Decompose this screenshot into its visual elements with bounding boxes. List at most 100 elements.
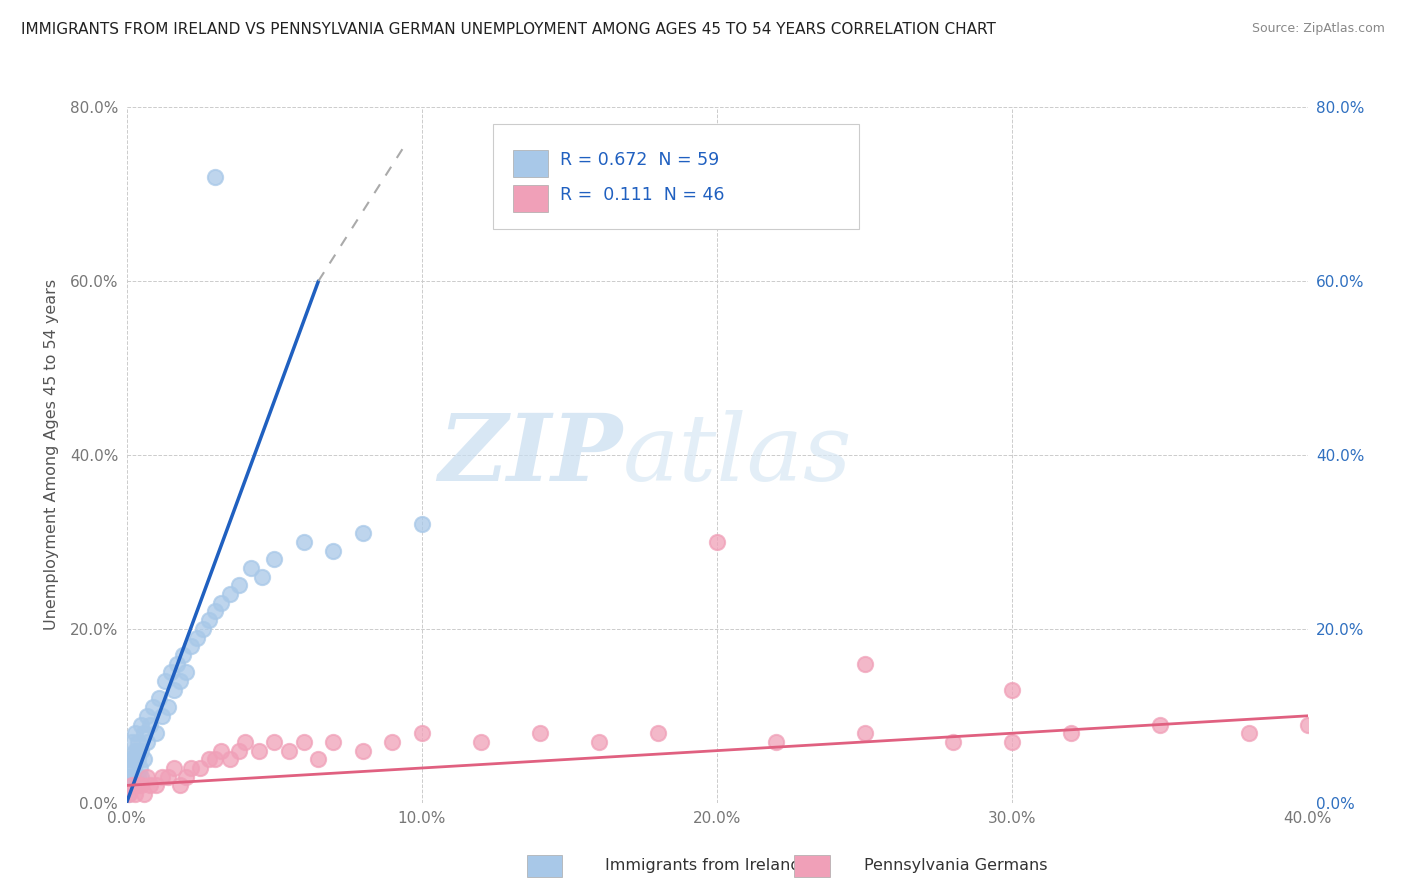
Point xyxy=(127,752,149,766)
Text: Source: ZipAtlas.com: Source: ZipAtlas.com xyxy=(1251,22,1385,36)
Point xyxy=(121,778,143,792)
Point xyxy=(204,752,226,766)
Point xyxy=(122,778,145,792)
Point xyxy=(150,770,173,784)
Point xyxy=(1060,726,1083,740)
Point xyxy=(174,770,197,784)
Point xyxy=(352,744,374,758)
Point xyxy=(121,770,143,784)
Point xyxy=(122,761,145,775)
Point xyxy=(127,735,149,749)
Point xyxy=(120,752,142,766)
Point xyxy=(124,787,146,801)
Point xyxy=(120,774,142,789)
Point xyxy=(233,735,256,749)
Point xyxy=(322,543,344,558)
FancyBboxPatch shape xyxy=(513,150,548,178)
Point xyxy=(156,700,179,714)
Point xyxy=(128,761,150,775)
Point xyxy=(352,526,374,541)
Point xyxy=(136,735,159,749)
Point xyxy=(853,657,876,671)
Point xyxy=(263,735,285,749)
Point xyxy=(136,770,159,784)
Point xyxy=(1237,726,1260,740)
Point xyxy=(204,605,226,619)
Point xyxy=(204,169,226,184)
Text: R = 0.672  N = 59: R = 0.672 N = 59 xyxy=(560,151,720,169)
Text: Immigrants from Ireland: Immigrants from Ireland xyxy=(605,858,801,872)
Point xyxy=(263,552,285,566)
Point xyxy=(121,752,143,766)
Point xyxy=(134,726,156,740)
Point xyxy=(145,726,167,740)
Point xyxy=(292,534,315,549)
Point xyxy=(159,665,183,680)
Point xyxy=(125,770,148,784)
Y-axis label: Unemployment Among Ages 45 to 54 years: Unemployment Among Ages 45 to 54 years xyxy=(44,279,59,631)
Point xyxy=(163,761,186,775)
Point xyxy=(118,778,141,792)
Point xyxy=(1001,682,1024,697)
Point xyxy=(529,726,551,740)
Point xyxy=(129,717,153,731)
Point xyxy=(647,726,669,740)
FancyBboxPatch shape xyxy=(513,186,548,212)
Point xyxy=(1149,717,1171,731)
Point xyxy=(765,735,787,749)
Point xyxy=(292,735,315,749)
Point xyxy=(129,778,153,792)
Point xyxy=(193,622,215,636)
Point xyxy=(247,744,270,758)
Point xyxy=(153,674,176,689)
Point xyxy=(117,787,139,801)
Point xyxy=(124,726,146,740)
Point xyxy=(129,770,153,784)
Point xyxy=(1001,735,1024,749)
Point xyxy=(1296,717,1319,731)
Point xyxy=(148,691,170,706)
Point xyxy=(411,726,433,740)
Point xyxy=(470,735,492,749)
Point xyxy=(209,596,232,610)
Point xyxy=(166,657,188,671)
Point xyxy=(239,561,262,575)
Point xyxy=(228,744,250,758)
Point xyxy=(136,708,159,723)
Point xyxy=(307,752,329,766)
FancyBboxPatch shape xyxy=(492,124,859,229)
Point xyxy=(942,735,965,749)
Point xyxy=(228,578,250,592)
Point xyxy=(150,708,173,723)
Point xyxy=(588,735,610,749)
Point xyxy=(121,735,143,749)
Point xyxy=(180,639,202,653)
Point xyxy=(180,761,202,775)
Point xyxy=(129,744,153,758)
Point xyxy=(174,665,197,680)
Point xyxy=(142,700,165,714)
Point xyxy=(186,631,208,645)
Point xyxy=(219,587,242,601)
Text: R =  0.111  N = 46: R = 0.111 N = 46 xyxy=(560,186,724,204)
Point xyxy=(134,787,156,801)
Point xyxy=(169,778,191,792)
Point xyxy=(169,674,191,689)
Text: atlas: atlas xyxy=(623,410,852,500)
Point xyxy=(139,778,162,792)
Point xyxy=(156,770,179,784)
Point xyxy=(134,752,156,766)
Point xyxy=(209,744,232,758)
Point xyxy=(118,761,141,775)
Point xyxy=(139,717,162,731)
Point xyxy=(853,726,876,740)
Point xyxy=(411,517,433,532)
Point xyxy=(172,648,194,662)
Point xyxy=(127,778,149,792)
Text: ZIP: ZIP xyxy=(439,410,623,500)
Point xyxy=(252,570,274,584)
Point xyxy=(127,770,149,784)
Point xyxy=(124,752,146,766)
Point xyxy=(125,744,148,758)
Point xyxy=(145,778,167,792)
